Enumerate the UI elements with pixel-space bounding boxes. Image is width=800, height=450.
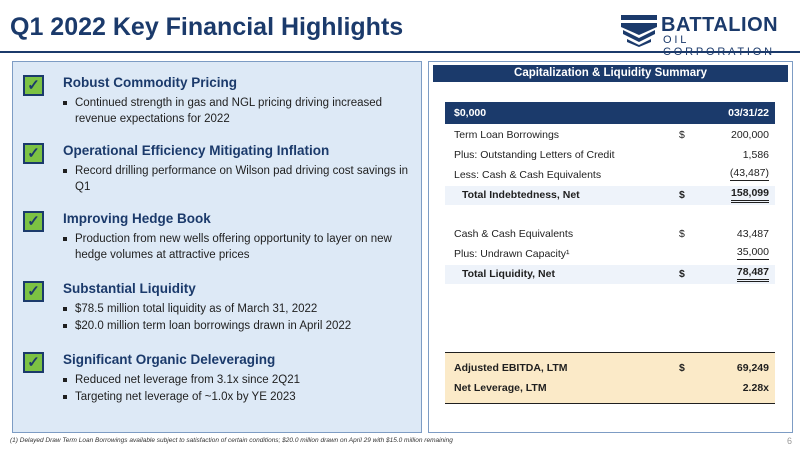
row-label: Total Indebtedness, Net: [462, 189, 580, 201]
ebitda-row: Adjusted EBITDA, LTM $ 69,249: [445, 359, 775, 378]
highlight-heading: Operational Efficiency Mitigating Inflat…: [63, 143, 330, 158]
row-label: Term Loan Borrowings: [454, 129, 560, 141]
row-value: 2.28x: [742, 382, 769, 394]
checkbox-icon: ✓: [23, 281, 44, 302]
row-value: 158,099: [731, 186, 769, 203]
row-value: 69,249: [736, 362, 769, 374]
dollar-sign: $: [679, 228, 685, 240]
row-value: 200,000: [731, 129, 769, 141]
table-row: Plus: Undrawn Capacity¹ 35,000: [445, 245, 775, 264]
row-label: Less: Cash & Cash Equivalents: [454, 169, 602, 181]
checkbox-icon: ✓: [23, 352, 44, 373]
bullet-item: Continued strength in gas and NGL pricin…: [63, 95, 413, 127]
table-header: $0,000 03/31/22: [445, 102, 775, 124]
row-label: Plus: Outstanding Letters of Credit: [454, 149, 615, 161]
total-row: Total Indebtedness, Net $ 158,099: [445, 186, 775, 205]
date-column-header: 03/31/22: [728, 107, 769, 119]
ebitda-summary-box: Adjusted EBITDA, LTM $ 69,249 Net Levera…: [445, 352, 775, 404]
summary-title: Capitalization & Liquidity Summary: [433, 65, 788, 82]
logo-subtitle: OIL CORPORATION: [663, 34, 772, 58]
dollar-sign: $: [679, 129, 685, 141]
highlights-panel: ✓ Robust Commodity Pricing Continued str…: [12, 61, 422, 433]
summary-panel: Capitalization & Liquidity Summary $0,00…: [428, 61, 793, 433]
highlight-bullets: Record drilling performance on Wilson pa…: [63, 163, 413, 196]
bullet-item: Targeting net leverage of ~1.0x by YE 20…: [63, 389, 413, 405]
bullet-item: $78.5 million total liquidity as of Marc…: [63, 301, 413, 317]
dollar-sign: $: [679, 189, 685, 201]
battalion-logo: BATTALION OIL CORPORATION: [621, 14, 791, 58]
bullet-item: Production from new wells offering oppor…: [63, 231, 413, 263]
logo-wordmark: BATTALION: [661, 14, 779, 36]
highlight-heading: Robust Commodity Pricing: [63, 75, 238, 90]
table-row: Less: Cash & Cash Equivalents (43,487): [445, 166, 775, 185]
highlight-heading: Substantial Liquidity: [63, 281, 196, 296]
page-number: 6: [786, 436, 792, 446]
row-value: (43,487): [729, 167, 769, 181]
highlight-bullets: $78.5 million total liquidity as of Marc…: [63, 301, 413, 335]
row-label: Net Leverage, LTM: [454, 382, 547, 394]
row-value: 35,000: [736, 246, 769, 260]
checkbox-icon: ✓: [23, 75, 44, 96]
bullet-item: Reduced net leverage from 3.1x since 2Q2…: [63, 372, 413, 388]
total-row: Total Liquidity, Net $ 78,487: [445, 265, 775, 284]
highlight-heading: Significant Organic Deleveraging: [63, 352, 276, 367]
highlight-bullets: Continued strength in gas and NGL pricin…: [63, 95, 413, 128]
highlight-bullets: Reduced net leverage from 3.1x since 2Q2…: [63, 372, 413, 406]
units-label: $0,000: [454, 107, 487, 119]
row-label: Plus: Undrawn Capacity¹: [454, 248, 570, 260]
dollar-sign: $: [679, 268, 685, 280]
row-value: 78,487: [736, 265, 769, 282]
highlight-bullets: Production from new wells offering oppor…: [63, 231, 413, 264]
row-label: Cash & Cash Equivalents: [454, 228, 574, 240]
chevron-stack-icon: [621, 15, 657, 47]
dollar-sign: $: [679, 362, 685, 374]
page-title: Q1 2022 Key Financial Highlights: [10, 13, 404, 41]
bullet-item: $20.0 million term loan borrowings drawn…: [63, 318, 413, 334]
row-value: 1,586: [742, 149, 769, 161]
table-row: Term Loan Borrowings $ 200,000: [445, 126, 775, 145]
leverage-row: Net Leverage, LTM 2.28x: [445, 379, 775, 398]
table-row: Cash & Cash Equivalents $ 43,487: [445, 225, 775, 244]
footnote: (1) Delayed Draw Term Loan Borrowings av…: [10, 437, 453, 444]
checkbox-icon: ✓: [23, 143, 44, 164]
table-row: Plus: Outstanding Letters of Credit 1,58…: [445, 146, 775, 165]
highlight-heading: Improving Hedge Book: [63, 211, 211, 226]
row-value: 43,487: [736, 228, 769, 240]
bullet-item: Record drilling performance on Wilson pa…: [63, 163, 413, 195]
row-label: Total Liquidity, Net: [462, 268, 555, 280]
checkbox-icon: ✓: [23, 211, 44, 232]
header-rule: [0, 51, 800, 53]
row-label: Adjusted EBITDA, LTM: [454, 362, 568, 374]
